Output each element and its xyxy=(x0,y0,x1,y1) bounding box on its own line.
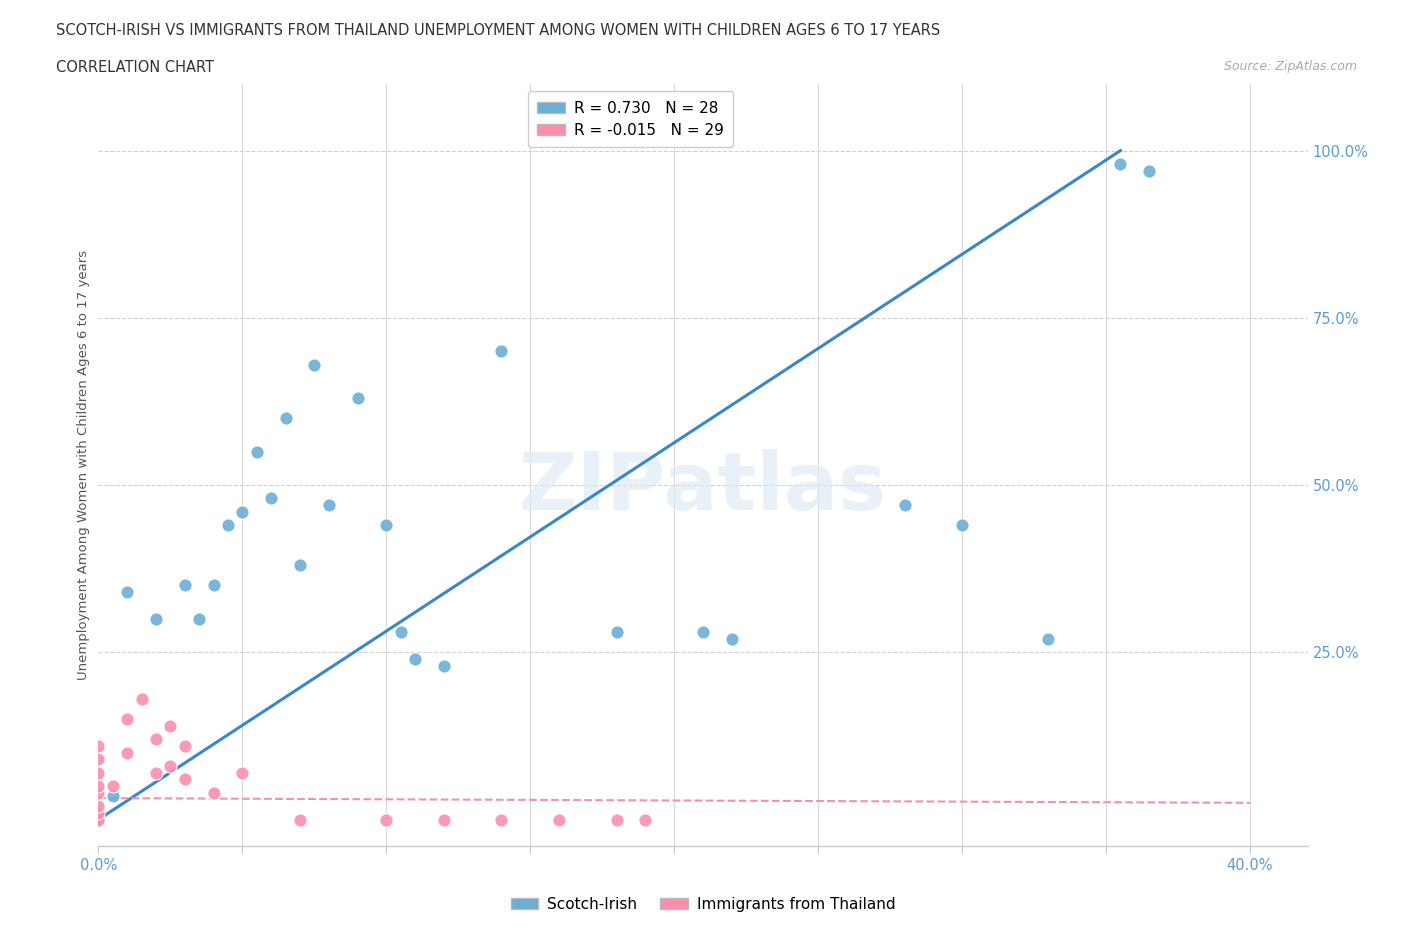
Point xyxy=(1038,631,1060,646)
Text: CORRELATION CHART: CORRELATION CHART xyxy=(56,60,214,75)
Point xyxy=(433,812,456,827)
Point xyxy=(173,772,195,787)
Legend: Scotch-Irish, Immigrants from Thailand: Scotch-Irish, Immigrants from Thailand xyxy=(505,891,901,918)
Point xyxy=(115,745,138,760)
Point xyxy=(692,625,714,640)
Point xyxy=(115,711,138,726)
Point xyxy=(101,789,124,804)
Point xyxy=(950,518,973,533)
Point xyxy=(159,719,181,734)
Point xyxy=(634,812,657,827)
Point xyxy=(87,738,110,753)
Point xyxy=(606,625,628,640)
Point xyxy=(87,778,110,793)
Point xyxy=(231,765,253,780)
Point xyxy=(87,812,110,827)
Point xyxy=(375,812,398,827)
Point xyxy=(720,631,742,646)
Point xyxy=(231,504,253,519)
Point xyxy=(87,785,110,800)
Point xyxy=(375,518,398,533)
Point xyxy=(389,625,412,640)
Point xyxy=(87,812,110,827)
Point xyxy=(346,391,368,405)
Y-axis label: Unemployment Among Women with Children Ages 6 to 17 years: Unemployment Among Women with Children A… xyxy=(77,250,90,680)
Point xyxy=(145,765,167,780)
Point xyxy=(202,578,225,592)
Point xyxy=(173,578,195,592)
Point xyxy=(87,765,110,780)
Point xyxy=(304,357,326,372)
Point xyxy=(145,732,167,747)
Point xyxy=(433,658,456,673)
Point xyxy=(188,611,211,626)
Point xyxy=(606,812,628,827)
Text: ZIPatlas: ZIPatlas xyxy=(519,449,887,527)
Point xyxy=(87,805,110,820)
Point xyxy=(101,778,124,793)
Point xyxy=(491,344,513,359)
Point xyxy=(288,812,311,827)
Point xyxy=(217,518,239,533)
Point xyxy=(404,652,426,667)
Point xyxy=(87,799,110,814)
Point xyxy=(115,585,138,600)
Point xyxy=(87,751,110,766)
Point xyxy=(491,812,513,827)
Point xyxy=(318,498,340,512)
Text: Source: ZipAtlas.com: Source: ZipAtlas.com xyxy=(1223,60,1357,73)
Legend: R = 0.730   N = 28, R = -0.015   N = 29: R = 0.730 N = 28, R = -0.015 N = 29 xyxy=(529,91,733,147)
Point xyxy=(159,759,181,774)
Point xyxy=(260,491,283,506)
Point xyxy=(87,812,110,827)
Point xyxy=(288,558,311,573)
Point xyxy=(548,812,571,827)
Point xyxy=(246,445,269,459)
Text: SCOTCH-IRISH VS IMMIGRANTS FROM THAILAND UNEMPLOYMENT AMONG WOMEN WITH CHILDREN : SCOTCH-IRISH VS IMMIGRANTS FROM THAILAND… xyxy=(56,23,941,38)
Point xyxy=(1109,156,1132,171)
Point xyxy=(1137,164,1160,179)
Point xyxy=(173,738,195,753)
Point xyxy=(145,611,167,626)
Point xyxy=(274,411,297,426)
Point xyxy=(202,785,225,800)
Point xyxy=(893,498,915,512)
Point xyxy=(131,692,153,707)
